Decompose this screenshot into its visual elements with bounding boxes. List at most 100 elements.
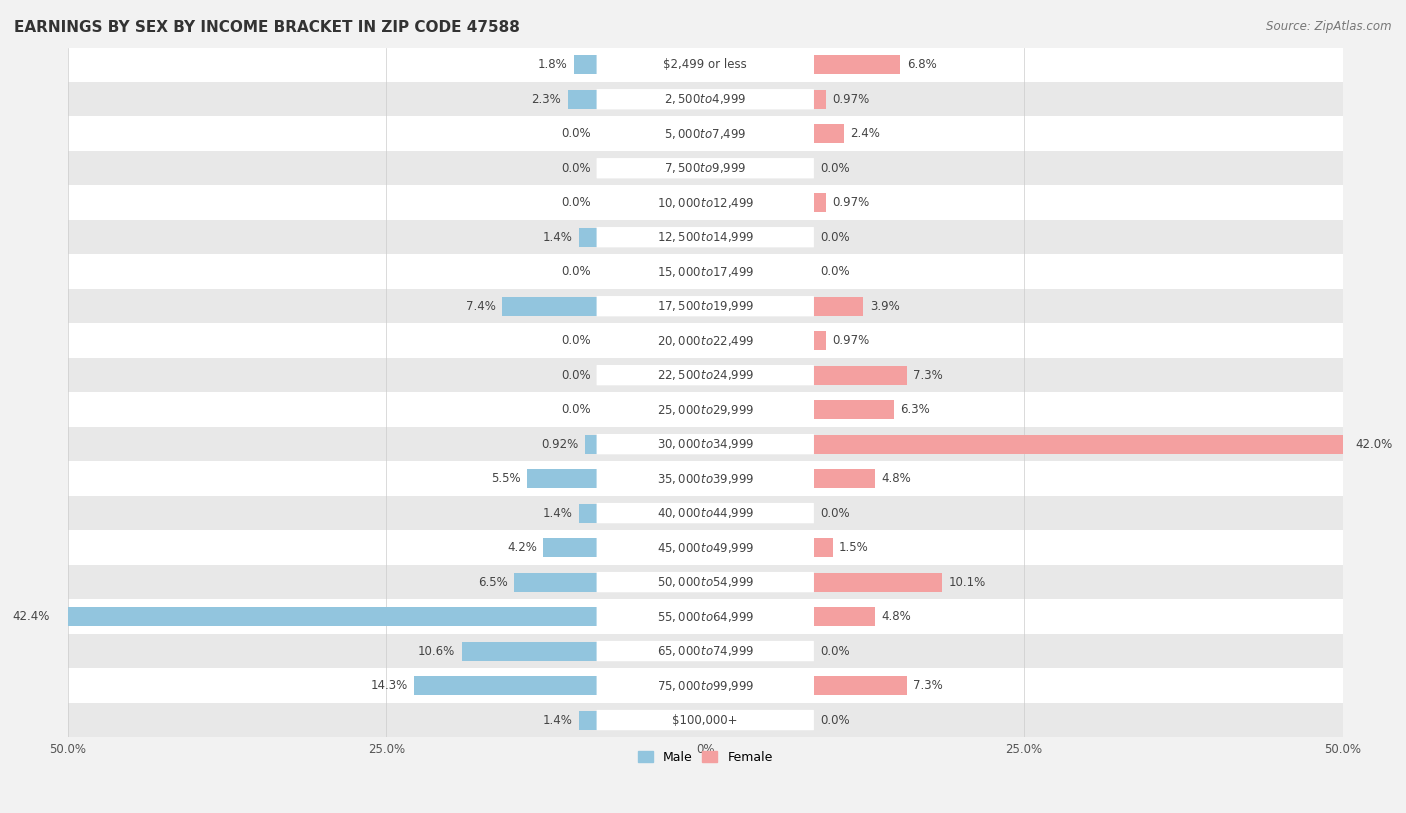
Bar bbox=[814, 331, 825, 350]
Text: 3.9%: 3.9% bbox=[870, 300, 900, 313]
Text: $50,000 to $54,999: $50,000 to $54,999 bbox=[657, 575, 754, 589]
Bar bbox=[67, 702, 1343, 737]
FancyBboxPatch shape bbox=[596, 399, 814, 420]
Text: $40,000 to $44,999: $40,000 to $44,999 bbox=[657, 506, 754, 520]
Text: 0.0%: 0.0% bbox=[820, 506, 849, 520]
Bar bbox=[543, 538, 598, 557]
Bar bbox=[67, 496, 1343, 530]
Text: Source: ZipAtlas.com: Source: ZipAtlas.com bbox=[1267, 20, 1392, 33]
Bar bbox=[579, 503, 598, 523]
FancyBboxPatch shape bbox=[596, 262, 814, 282]
Text: 1.4%: 1.4% bbox=[543, 231, 572, 244]
Bar bbox=[814, 400, 894, 420]
Bar bbox=[415, 676, 598, 695]
Text: 0.0%: 0.0% bbox=[561, 196, 591, 209]
Bar bbox=[814, 366, 907, 385]
Bar bbox=[67, 634, 1343, 668]
Text: 0.0%: 0.0% bbox=[561, 162, 591, 175]
Text: 14.3%: 14.3% bbox=[371, 679, 408, 692]
Text: $20,000 to $22,499: $20,000 to $22,499 bbox=[657, 333, 754, 348]
FancyBboxPatch shape bbox=[596, 641, 814, 661]
Text: 0.0%: 0.0% bbox=[561, 265, 591, 278]
FancyBboxPatch shape bbox=[596, 434, 814, 454]
Bar bbox=[814, 469, 875, 488]
Text: $17,500 to $19,999: $17,500 to $19,999 bbox=[657, 299, 754, 313]
Text: 42.4%: 42.4% bbox=[13, 610, 49, 623]
Text: $22,500 to $24,999: $22,500 to $24,999 bbox=[657, 368, 754, 382]
Text: 7.3%: 7.3% bbox=[912, 368, 943, 381]
FancyBboxPatch shape bbox=[596, 193, 814, 213]
Bar bbox=[568, 89, 598, 109]
Text: 0.0%: 0.0% bbox=[561, 334, 591, 347]
Text: 6.8%: 6.8% bbox=[907, 59, 936, 72]
Bar bbox=[814, 297, 863, 315]
Bar bbox=[814, 572, 942, 592]
Text: $45,000 to $49,999: $45,000 to $49,999 bbox=[657, 541, 754, 554]
Text: 1.8%: 1.8% bbox=[537, 59, 568, 72]
Text: $10,000 to $12,499: $10,000 to $12,499 bbox=[657, 196, 754, 210]
FancyBboxPatch shape bbox=[596, 158, 814, 178]
Bar bbox=[67, 393, 1343, 427]
Text: $55,000 to $64,999: $55,000 to $64,999 bbox=[657, 610, 754, 624]
Text: 0.0%: 0.0% bbox=[820, 265, 849, 278]
Bar bbox=[67, 151, 1343, 185]
Bar bbox=[814, 89, 825, 109]
Bar bbox=[67, 220, 1343, 254]
FancyBboxPatch shape bbox=[596, 537, 814, 558]
Text: 2.3%: 2.3% bbox=[531, 93, 561, 106]
Bar bbox=[814, 124, 844, 143]
Bar bbox=[67, 185, 1343, 220]
Text: 0.97%: 0.97% bbox=[832, 334, 870, 347]
Bar bbox=[67, 47, 1343, 82]
Bar bbox=[814, 55, 900, 74]
Bar bbox=[814, 538, 832, 557]
FancyBboxPatch shape bbox=[596, 124, 814, 144]
Text: $7,500 to $9,999: $7,500 to $9,999 bbox=[664, 161, 747, 176]
Text: 4.2%: 4.2% bbox=[508, 541, 537, 554]
Text: 7.3%: 7.3% bbox=[912, 679, 943, 692]
Text: 0.0%: 0.0% bbox=[820, 645, 849, 658]
Bar bbox=[67, 254, 1343, 289]
Text: 1.4%: 1.4% bbox=[543, 714, 572, 727]
Text: $25,000 to $29,999: $25,000 to $29,999 bbox=[657, 402, 754, 416]
Text: 4.8%: 4.8% bbox=[882, 610, 911, 623]
Text: EARNINGS BY SEX BY INCOME BRACKET IN ZIP CODE 47588: EARNINGS BY SEX BY INCOME BRACKET IN ZIP… bbox=[14, 20, 520, 35]
Text: $15,000 to $17,499: $15,000 to $17,499 bbox=[657, 265, 754, 279]
Text: 0.97%: 0.97% bbox=[832, 196, 870, 209]
Bar bbox=[585, 435, 598, 454]
Text: 6.3%: 6.3% bbox=[900, 403, 931, 416]
Text: 1.4%: 1.4% bbox=[543, 506, 572, 520]
Legend: Male, Female: Male, Female bbox=[633, 746, 778, 769]
Text: 4.8%: 4.8% bbox=[882, 472, 911, 485]
Bar bbox=[67, 324, 1343, 358]
Bar bbox=[67, 116, 1343, 151]
Bar bbox=[67, 462, 1343, 496]
Bar bbox=[67, 427, 1343, 462]
Bar bbox=[502, 297, 598, 315]
Text: 0.0%: 0.0% bbox=[561, 403, 591, 416]
Bar bbox=[579, 228, 598, 246]
FancyBboxPatch shape bbox=[596, 365, 814, 385]
Bar bbox=[461, 641, 598, 660]
Bar bbox=[814, 193, 825, 212]
Bar bbox=[67, 599, 1343, 634]
Bar bbox=[814, 676, 907, 695]
Bar bbox=[67, 565, 1343, 599]
FancyBboxPatch shape bbox=[596, 503, 814, 524]
Text: 0.0%: 0.0% bbox=[561, 368, 591, 381]
Text: 0.0%: 0.0% bbox=[820, 231, 849, 244]
Bar bbox=[527, 469, 598, 488]
Bar bbox=[515, 572, 598, 592]
FancyBboxPatch shape bbox=[596, 710, 814, 730]
Bar bbox=[67, 358, 1343, 393]
Text: $30,000 to $34,999: $30,000 to $34,999 bbox=[657, 437, 754, 451]
Text: 10.1%: 10.1% bbox=[949, 576, 986, 589]
Text: $2,499 or less: $2,499 or less bbox=[664, 59, 747, 72]
Text: 1.5%: 1.5% bbox=[839, 541, 869, 554]
FancyBboxPatch shape bbox=[596, 606, 814, 627]
Bar bbox=[67, 82, 1343, 116]
Text: $2,500 to $4,999: $2,500 to $4,999 bbox=[664, 92, 747, 107]
Text: 0.97%: 0.97% bbox=[832, 93, 870, 106]
Text: $75,000 to $99,999: $75,000 to $99,999 bbox=[657, 679, 754, 693]
Bar bbox=[814, 435, 1350, 454]
